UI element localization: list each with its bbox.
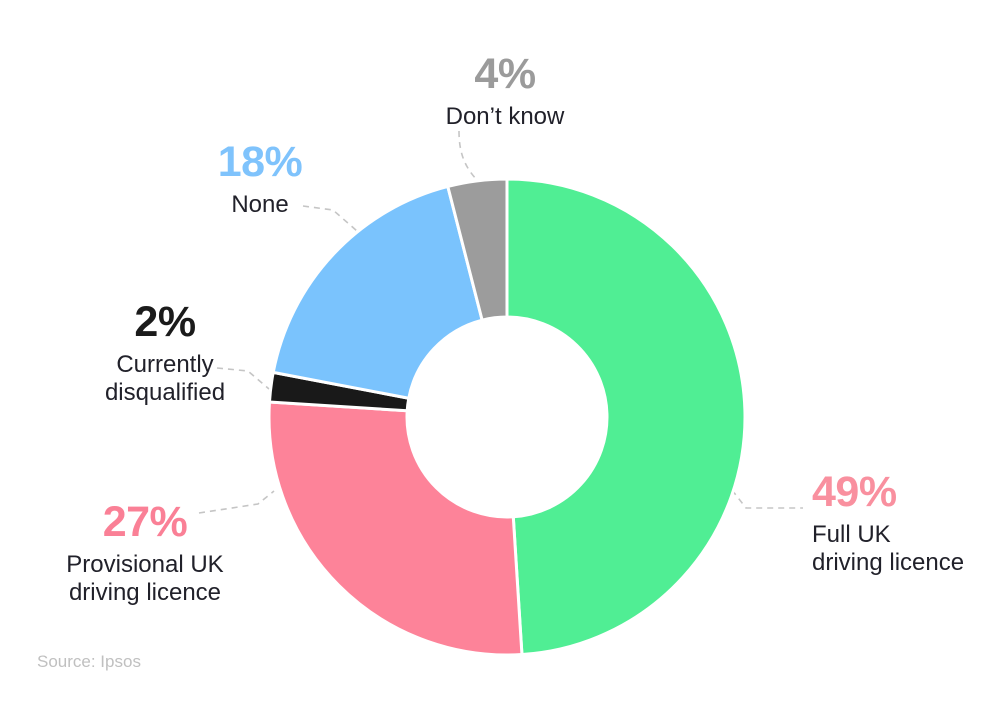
slice-label: None [231, 191, 289, 219]
percent-label: 4% [474, 50, 536, 98]
callout-none: 18% None [175, 138, 345, 219]
percent-label: 27% [102, 498, 188, 546]
slice-label: Provisional UK driving licence [66, 551, 224, 606]
callout-provisional-uk-driving-licence: 27% Provisional UK driving licence [50, 498, 240, 606]
percent-label: 2% [134, 298, 196, 346]
percent-label: 18% [217, 138, 303, 186]
slice-label: Full UK driving licence [812, 521, 965, 576]
leader-lines [198, 130, 803, 514]
leader-line-dont-know [458, 130, 482, 185]
donut-segment-provisional-uk-driving-licence [267, 400, 524, 657]
leader-line-full-uk [731, 489, 803, 509]
donut-segment-none [271, 184, 484, 400]
donut-segment-full-uk-driving-licence [505, 177, 747, 657]
callout-dont-know: 4% Don’t know [420, 50, 590, 131]
donut-segment-don-t-know [446, 177, 509, 322]
slice-label: Currently disqualified [104, 351, 226, 406]
donut-segments [267, 177, 747, 657]
callout-full-uk-driving-licence: 49% Full UK driving licence [812, 468, 992, 576]
leader-line-currently-disqualified [216, 367, 270, 390]
source-note: Source: Ipsos [37, 652, 141, 671]
callout-currently-disqualified: 2% Currently disqualified [70, 298, 260, 406]
percent-label: 49% [812, 468, 897, 516]
slice-label: Don’t know [445, 103, 565, 131]
leader-line-provisional [198, 490, 275, 514]
